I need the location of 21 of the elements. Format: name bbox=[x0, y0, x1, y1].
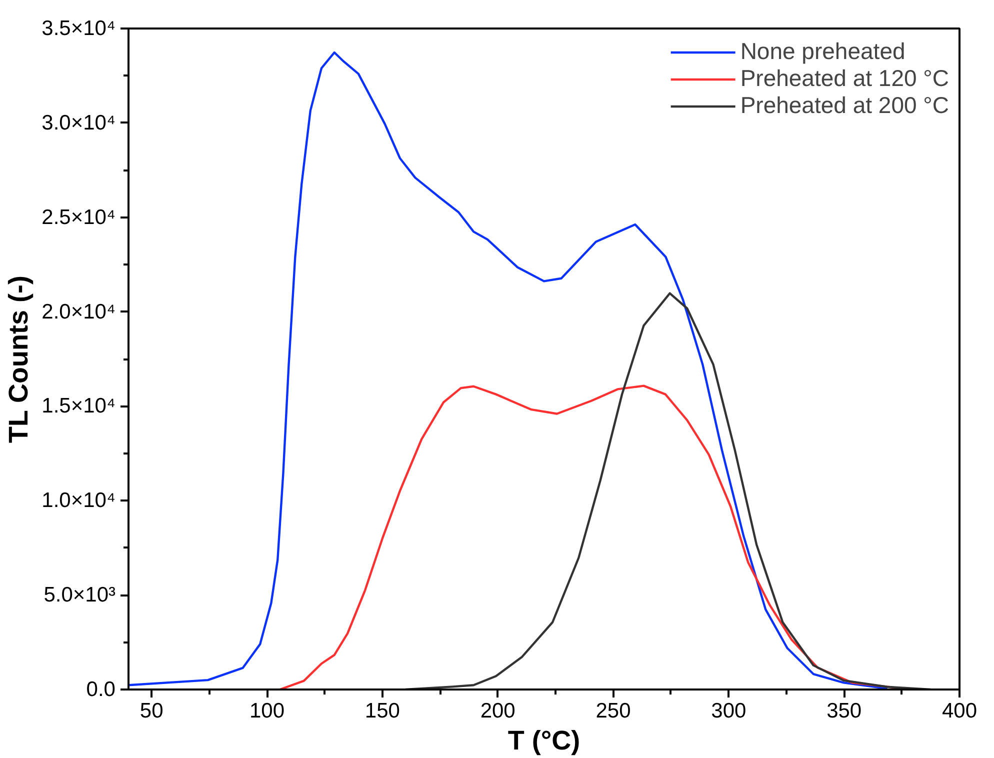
y-tick-label: 2.5×10⁴ bbox=[42, 206, 116, 229]
x-tick-label: 50 bbox=[140, 700, 164, 722]
y-tick-label: 0.0 bbox=[86, 678, 116, 701]
y-tick-label: 2.0×10⁴ bbox=[42, 300, 116, 324]
y-tick-label: 5.0×10³ bbox=[44, 584, 116, 607]
legend-label: None preheated bbox=[740, 38, 906, 65]
y-tick-label: 1.5×10⁴ bbox=[42, 394, 116, 418]
y-axis-title: TL Counts (-) bbox=[4, 276, 34, 443]
x-tick-label: 400 bbox=[942, 700, 978, 722]
x-tick-label: 350 bbox=[826, 700, 862, 722]
legend-label: Preheated at 120 °C bbox=[740, 65, 949, 92]
legend-label: Preheated at 200 °C bbox=[740, 92, 949, 119]
x-tick-label: 100 bbox=[249, 700, 285, 722]
x-tick-label: 300 bbox=[711, 700, 746, 722]
x-tick-label: 200 bbox=[480, 700, 516, 722]
x-axis-title: T (°C) bbox=[508, 726, 580, 756]
y-tick-label: 3.0×10⁴ bbox=[42, 111, 116, 134]
y-tick-label: 1.0×10⁴ bbox=[42, 489, 116, 512]
x-tick-label: 250 bbox=[596, 700, 631, 722]
x-tick-label: 150 bbox=[364, 700, 400, 722]
y-tick-label: 3.5×10⁴ bbox=[42, 17, 116, 40]
